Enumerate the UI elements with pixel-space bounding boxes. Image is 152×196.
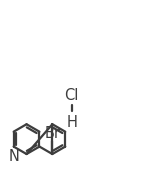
- Text: H: H: [66, 115, 77, 130]
- Text: N: N: [8, 149, 19, 163]
- Text: Cl: Cl: [65, 88, 79, 103]
- Text: Br: Br: [44, 126, 60, 141]
